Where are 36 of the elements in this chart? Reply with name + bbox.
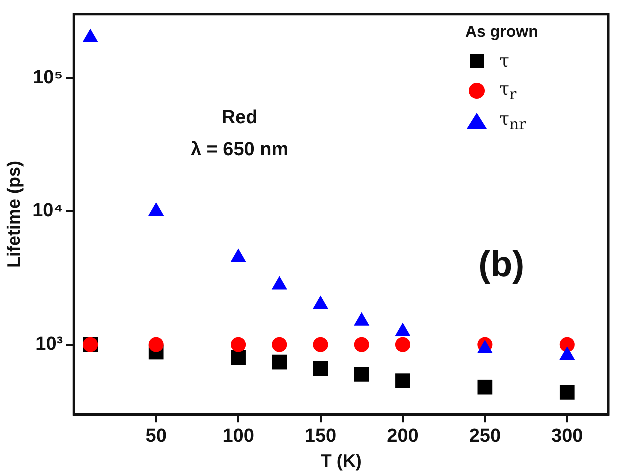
point bbox=[313, 337, 328, 352]
annotation: λ = 650 nm bbox=[190, 140, 289, 161]
point bbox=[148, 337, 164, 352]
legend-label: τ bbox=[500, 50, 510, 72]
point bbox=[272, 354, 288, 370]
point bbox=[395, 337, 410, 352]
x-tick-label: 150 bbox=[304, 426, 337, 448]
point bbox=[354, 367, 370, 382]
y-tick-label: 10⁵ bbox=[33, 67, 64, 88]
point bbox=[396, 374, 410, 389]
point bbox=[560, 384, 575, 400]
x-tick-label: 200 bbox=[387, 426, 419, 448]
point bbox=[231, 337, 246, 352]
point bbox=[313, 361, 328, 376]
annotation: Red bbox=[222, 108, 258, 129]
point bbox=[354, 337, 370, 352]
point bbox=[478, 380, 493, 395]
annotation: (b) bbox=[478, 243, 525, 284]
x-tick-label: 50 bbox=[146, 426, 167, 448]
x-tick-label: 250 bbox=[469, 426, 502, 448]
point bbox=[230, 248, 246, 262]
x-tick-label: 100 bbox=[222, 426, 254, 448]
y-tick-label: 10⁴ bbox=[32, 200, 64, 222]
point bbox=[272, 337, 288, 352]
legend-label: τ$_{nr}$ bbox=[500, 109, 526, 134]
legend-label: τ$_{r}$ bbox=[500, 79, 517, 104]
legend-title: As grown bbox=[466, 24, 538, 42]
point bbox=[231, 350, 246, 366]
point bbox=[82, 28, 98, 42]
x-tick-label: 300 bbox=[552, 426, 584, 448]
point bbox=[312, 296, 329, 310]
point bbox=[272, 276, 288, 290]
x-axis-title: T (K) bbox=[320, 451, 362, 472]
y-axis-title: Lifetime (ps) bbox=[4, 160, 24, 268]
point bbox=[148, 202, 164, 216]
y-tick-label: 10³ bbox=[36, 334, 64, 356]
